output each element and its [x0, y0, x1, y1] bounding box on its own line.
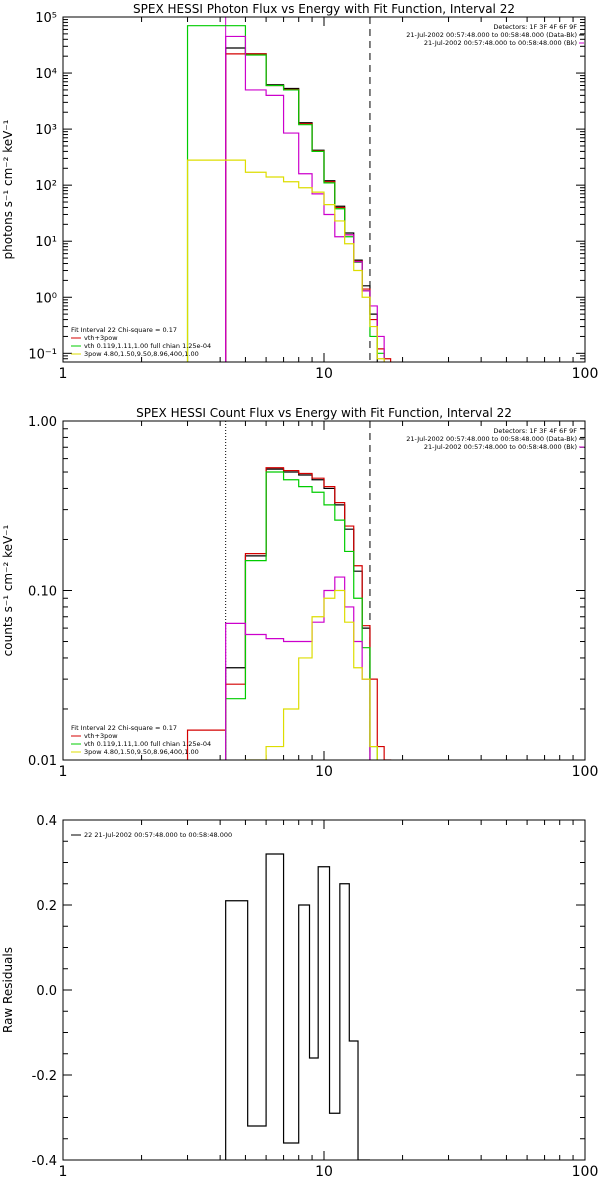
y-tick-label: 0.2 — [36, 899, 57, 914]
plot-frame — [62, 420, 586, 761]
series-line-5 — [244, 589, 378, 760]
x-tick-label: 10 — [315, 1164, 333, 1180]
y-tick-label: 10⁵ — [35, 11, 57, 26]
legend-entry: Fit Interval 22 Chi-square = 0.17 — [71, 326, 177, 334]
x-tick-label: 1 — [59, 366, 68, 382]
chart-panel-2: SPEX HESSI Count Flux vs Energy with Fit… — [1, 406, 598, 780]
x-tick-label: 100 — [572, 366, 599, 382]
y-tick-label: 0.01 — [28, 754, 57, 769]
series-line-2 — [186, 467, 392, 760]
legend-entry: vth+3pow — [84, 732, 118, 740]
series-line-4 — [225, 35, 385, 362]
y-tick-label: 10² — [35, 179, 57, 194]
info-text: 21-Jul-2002 00:57:48.000 to 00:58:48.000… — [406, 31, 577, 39]
info-text: 21-Jul-2002 00:57:48.000 to 00:58:48.000… — [406, 435, 577, 443]
y-axis-label: photons s⁻¹ cm⁻² keV⁻¹ — [1, 119, 15, 259]
chart-title: SPEX HESSI Photon Flux vs Energy with Fi… — [133, 2, 515, 16]
plot-area — [186, 467, 392, 760]
series-line-1 — [225, 47, 378, 362]
plot-frame — [62, 16, 586, 363]
series-line-3 — [225, 471, 378, 760]
y-axis-label: Raw Residuals — [1, 947, 15, 1033]
y-axis-label: counts s⁻¹ cm⁻² keV⁻¹ — [1, 524, 15, 656]
info-text: 21-Jul-2002 00:57:48.000 to 00:58:48.000… — [424, 443, 577, 451]
series-line-5 — [186, 159, 385, 362]
y-tick-label: 0.10 — [28, 585, 57, 600]
y-tick-label: 1.00 — [28, 415, 57, 430]
series-line-3 — [186, 25, 385, 362]
legend-entry: vth 0.119,1.11,1.00 full chian 1.25e-04 — [84, 740, 211, 748]
chart-panel-3: Raw Residuals 1 10 100 -0.4 -0.2 0.0 0.2 0.4 22 2… — [1, 814, 598, 1180]
series-line-2 — [225, 53, 392, 362]
info-text: Detectors: 1F 3F 4F 6F 9F — [493, 23, 577, 31]
x-tick-label: 1 — [59, 1164, 68, 1180]
legend-entry: vth+3pow — [84, 334, 118, 342]
x-tick-label: 100 — [572, 764, 599, 780]
plot-area — [186, 25, 392, 362]
info-text: Detectors: 1F 3F 4F 6F 9F — [493, 427, 577, 435]
x-tick-label: 100 — [572, 1164, 599, 1180]
x-tick-label: 10 — [315, 366, 333, 382]
chart-title: SPEX HESSI Count Flux vs Energy with Fit… — [136, 406, 512, 420]
y-tick-label: -0.2 — [32, 1069, 57, 1084]
plot-area — [225, 853, 370, 1160]
y-tick-label: -0.4 — [32, 1154, 57, 1169]
y-tick-label: 0.0 — [36, 984, 57, 999]
y-tick-label: 0.4 — [36, 814, 57, 829]
legend-entry: Fit Interval 22 Chi-square = 0.17 — [71, 724, 177, 732]
y-tick-label: 10³ — [35, 123, 57, 138]
legend-entry: 22 21-Jul-2002 00:57:48.000 to 00:58:48.… — [84, 831, 232, 839]
legend-entry: 3pow 4.80,1.50,9.50,8.96,400,1.00 — [84, 748, 199, 756]
series-line-4 — [225, 576, 371, 760]
x-tick-label: 10 — [315, 764, 333, 780]
y-tick-label: 10⁻¹ — [28, 347, 57, 362]
y-tick-label: 10⁰ — [35, 291, 57, 306]
legend-entry: 3pow 4.80,1.50,9.50,8.96,400,1.00 — [84, 350, 199, 358]
y-tick-label: 10¹ — [35, 235, 57, 250]
x-tick-label: 1 — [59, 764, 68, 780]
series-line-1 — [225, 853, 370, 1160]
y-tick-label: 10⁴ — [35, 67, 57, 82]
series-line-1 — [225, 468, 371, 760]
plot-frame — [62, 819, 586, 1161]
legend-entry: vth 0.119,1.11,1.00 full chian 1.25e-04 — [84, 342, 211, 350]
info-text: 21-Jul-2002 00:57:48.000 to 00:58:48.000… — [424, 39, 577, 47]
chart-panel-1: SPEX HESSI Photon Flux vs Energy with Fi… — [1, 2, 598, 382]
